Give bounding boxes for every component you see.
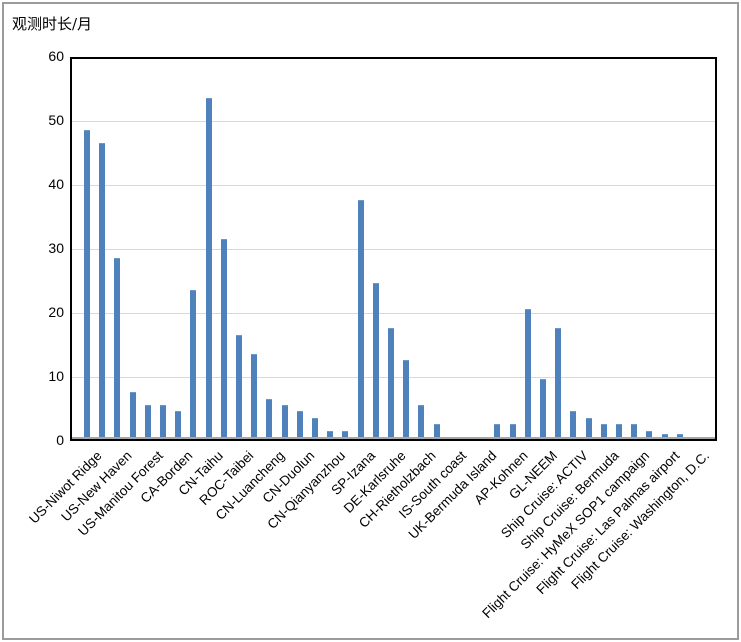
bar-slot-39 <box>676 433 683 437</box>
bar-slot-5 <box>160 405 166 437</box>
bar-slot-21 <box>403 360 410 437</box>
bar-slot-14 <box>296 411 303 437</box>
y-tick-label-20: 20 <box>48 304 64 320</box>
bar-slot-17 <box>342 430 349 437</box>
y-axis-title: 观测时长/月 <box>12 15 93 33</box>
bar-slot-16 <box>327 430 334 437</box>
bar-slot-19 <box>372 283 379 437</box>
bar-slot-38 <box>661 433 668 437</box>
bar-slot-27 <box>494 424 501 437</box>
bar-slot-6 <box>175 411 182 437</box>
x-axis-line <box>72 437 715 439</box>
bar-slot-18 <box>357 200 364 437</box>
bar-slot-11 <box>251 353 258 437</box>
y-tick-label-30: 30 <box>48 240 64 256</box>
bar-slot-0 <box>84 129 90 437</box>
bar-slot-34 <box>600 424 607 437</box>
bar-slot-20 <box>388 328 394 437</box>
bar-slot-3 <box>129 392 136 437</box>
bar-slot-7 <box>190 289 197 437</box>
gridline-50 <box>72 121 715 122</box>
bar-slot-9 <box>220 238 227 437</box>
bar-slot-13 <box>281 405 288 437</box>
bar-slot-15 <box>312 417 318 437</box>
bar-slot-32 <box>570 411 577 437</box>
bar-slot-22 <box>418 405 425 437</box>
y-tick-label-60: 60 <box>48 48 64 64</box>
bar-slot-10 <box>236 334 242 437</box>
bar-slot-36 <box>631 424 638 437</box>
y-tick-label-40: 40 <box>48 176 64 192</box>
y-tick-label-10: 10 <box>48 368 64 384</box>
bar-slot-8 <box>205 97 212 437</box>
bar-slot-35 <box>616 424 622 437</box>
bar-slot-33 <box>585 417 592 437</box>
y-tick-label-0: 0 <box>56 432 64 448</box>
bar-slot-37 <box>646 430 653 437</box>
y-tick-label-50: 50 <box>48 112 64 128</box>
bar-slot-2 <box>114 257 121 437</box>
bar-slot-12 <box>266 398 273 437</box>
gridline-30 <box>72 249 715 250</box>
bar-slot-30 <box>540 379 546 437</box>
bar-slot-28 <box>509 424 516 437</box>
gridline-40 <box>72 185 715 186</box>
plot-area <box>70 57 717 441</box>
bar-slot-23 <box>433 424 440 437</box>
bar-slot-29 <box>524 309 531 437</box>
gridline-20 <box>72 313 715 314</box>
bar-slot-4 <box>144 405 151 437</box>
bar-slot-1 <box>99 142 106 437</box>
bar-slot-31 <box>555 328 562 437</box>
